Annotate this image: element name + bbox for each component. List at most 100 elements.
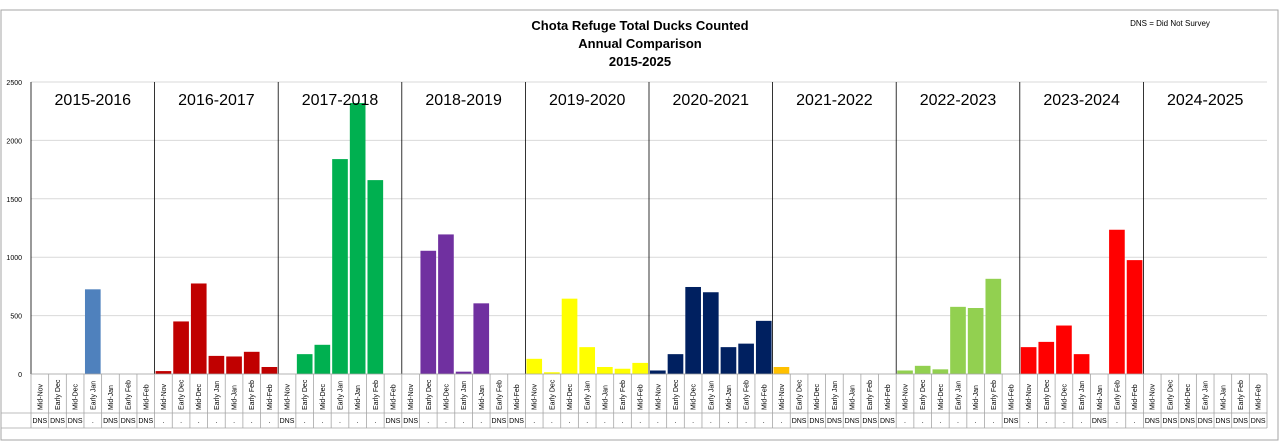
x-tick-label: Early Feb [249, 380, 256, 410]
x-tick-label: Early Dec [549, 379, 556, 410]
status-cell: DNS [845, 418, 860, 425]
season-label: 2016-2017 [178, 92, 255, 109]
x-tick-label: Early Jan [832, 381, 839, 410]
status-cell: . [675, 418, 677, 425]
x-tick-label: Mid-Nov [161, 383, 168, 410]
season-label: 2015-2016 [55, 92, 132, 109]
x-tick-label: Mid-Jan [602, 385, 609, 410]
x-tick-label: Mid-Dec [691, 383, 698, 410]
x-tick-label: Early Feb [744, 380, 751, 410]
x-tick-label: Mid-Feb [267, 384, 274, 410]
x-tick-label: Mid-Dec [567, 383, 574, 410]
x-tick-label: Early Dec [179, 379, 186, 410]
status-cell: . [162, 418, 164, 425]
x-tick-label: Early Jan [708, 381, 715, 410]
status-cell: . [304, 418, 306, 425]
status-cell: DNS [1145, 418, 1160, 425]
bar [597, 366, 613, 374]
bar [367, 180, 384, 374]
status-cell: DNS [121, 418, 136, 425]
x-tick-label: Mid-Nov [285, 383, 292, 410]
status-cell: . [374, 418, 376, 425]
x-tick-label: Mid-Feb [1256, 384, 1263, 410]
status-cell: DNS [492, 418, 507, 425]
bar [226, 356, 242, 374]
bar [702, 292, 719, 374]
status-cell: . [904, 418, 906, 425]
status-cell: DNS [509, 418, 524, 425]
bar [932, 369, 949, 374]
bar [190, 283, 207, 374]
bar [84, 289, 101, 374]
status-cell: DNS [827, 418, 842, 425]
x-tick-label: Mid-Jan [355, 385, 362, 410]
chart-border [0, 9, 1279, 441]
bar [738, 343, 754, 374]
status-cell: DNS [1198, 418, 1213, 425]
y-tick-label: 1500 [6, 197, 22, 204]
status-cell: . [586, 418, 588, 425]
x-tick-label: Mid-Feb [514, 384, 521, 410]
bar [173, 321, 189, 374]
x-tick-label: Early Jan [1079, 381, 1086, 410]
x-tick-label: Mid-Dec [938, 383, 945, 410]
bar [1126, 260, 1143, 374]
bar-layer [84, 103, 1143, 375]
bar [332, 159, 348, 374]
y-axis-ticks: 0 500 1000 1500 2000 2500 [6, 80, 22, 379]
bar [455, 371, 472, 374]
x-tick-label: Early Feb [126, 380, 133, 410]
bar [773, 366, 790, 374]
bar [438, 234, 454, 374]
x-tick-label: Mid-Dec [1061, 383, 1068, 410]
bar [650, 370, 666, 374]
bar [526, 358, 543, 374]
status-cell: DNS [50, 418, 65, 425]
x-tick-label: Mid-Dec [814, 383, 821, 410]
status-cell: . [727, 418, 729, 425]
status-cell: . [569, 418, 571, 425]
x-tick-label: Mid-Nov [532, 383, 539, 410]
x-tick-label: Mid-Nov [779, 383, 786, 410]
status-cell: . [1116, 418, 1118, 425]
x-tick-label: Mid-Dec [1185, 383, 1192, 410]
x-tick-label: Early Dec [426, 379, 433, 410]
bar [720, 347, 737, 374]
status-cell: . [268, 418, 270, 425]
season-label: 2019-2020 [549, 92, 626, 109]
x-tick-label: Mid-Jan [726, 385, 733, 410]
season-label: 2023-2024 [1043, 92, 1120, 109]
x-tick-label: Mid-Jan [1220, 385, 1227, 410]
x-tick-label: Mid-Feb [638, 384, 645, 410]
status-cell: . [957, 418, 959, 425]
status-cell: . [763, 418, 765, 425]
x-tick-label: Mid-Jan [232, 385, 239, 410]
bar [967, 308, 984, 374]
dns-note: DNS = Did Not Survey [1130, 19, 1210, 28]
x-tick-label: Mid-Nov [1026, 383, 1033, 410]
x-tick-label: Mid-Jan [108, 385, 115, 410]
status-cell: DNS [792, 418, 807, 425]
status-cell: . [480, 418, 482, 425]
status-cell: . [533, 418, 535, 425]
y-tick-label: 0 [18, 372, 22, 379]
x-tick-label: Mid-Dec [196, 383, 203, 410]
x-tick-label: Early Feb [620, 380, 627, 410]
x-tick-label: Early Jan [214, 381, 221, 410]
bar [296, 354, 313, 374]
status-cell: DNS [403, 418, 418, 425]
x-tick-label: Mid-Dec [73, 383, 80, 410]
bar [420, 250, 437, 374]
status-cell: . [251, 418, 253, 425]
bar [985, 278, 1002, 374]
bar [314, 344, 331, 374]
status-cell: . [463, 418, 465, 425]
status-cell: . [745, 418, 747, 425]
status-cell: DNS [32, 418, 47, 425]
status-cell: . [975, 418, 977, 425]
bar [1056, 325, 1072, 374]
status-cell: . [357, 418, 359, 425]
status-cell: . [321, 418, 323, 425]
